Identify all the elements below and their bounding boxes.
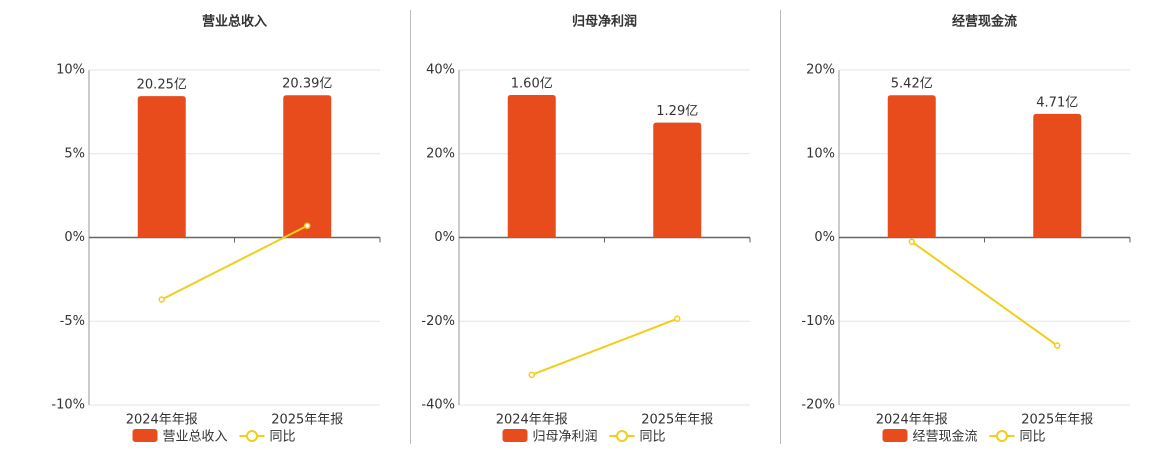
y-tick-label: -10% xyxy=(801,314,835,329)
point xyxy=(304,222,311,230)
y-tick-label: 0% xyxy=(814,230,835,245)
chart-title: 营业总收入 xyxy=(202,14,267,30)
y-tick-label: 10% xyxy=(56,63,85,78)
point xyxy=(908,238,915,245)
chart-title: 归母净利润 xyxy=(572,14,637,30)
legend-swatch xyxy=(996,430,1009,442)
x-tick-label: 2024年年报 xyxy=(126,413,198,428)
x-tick-label: 2024年年报 xyxy=(876,413,948,428)
line xyxy=(531,317,678,376)
x-tick-label: 2025年年报 xyxy=(641,413,713,428)
bar xyxy=(137,96,186,238)
value-label: 20.39亿 xyxy=(282,77,332,92)
y-tick-label: -10% xyxy=(51,398,85,413)
legend-label: 同比 xyxy=(640,430,666,445)
y-tick-label: 20% xyxy=(806,63,835,78)
legend-swatch xyxy=(616,430,629,442)
legend-swatch xyxy=(502,429,528,442)
bar xyxy=(653,122,702,238)
y-tick-label: 0% xyxy=(64,230,85,245)
legend-swatch xyxy=(882,429,908,442)
line xyxy=(911,240,1058,347)
chart-title: 经营现金流 xyxy=(952,14,1017,30)
y-tick-label: 0% xyxy=(434,230,455,245)
y-tick-label: 20% xyxy=(426,146,455,161)
x-tick-label: 2025年年报 xyxy=(271,413,343,428)
bar xyxy=(1033,113,1082,238)
x-tick-label: 2025年年报 xyxy=(1021,413,1093,428)
bar xyxy=(887,95,936,238)
y-tick-label: 5% xyxy=(64,146,85,161)
legend-label: 经营现金流 xyxy=(913,429,978,445)
y-tick-label: -5% xyxy=(60,314,85,329)
value-label: 1.29亿 xyxy=(656,104,698,119)
value-label: 1.60亿 xyxy=(511,76,553,91)
legend-label: 同比 xyxy=(1020,430,1046,445)
y-tick-label: 10% xyxy=(806,146,835,161)
x-tick-label: 2024年年报 xyxy=(496,413,568,428)
bar xyxy=(507,94,556,238)
point xyxy=(674,315,681,322)
y-tick-label: -40% xyxy=(421,398,455,413)
legend-swatch xyxy=(246,430,259,442)
value-label: 20.25亿 xyxy=(137,78,187,93)
y-tick-label: 40% xyxy=(426,63,455,78)
legend-label: 同比 xyxy=(270,430,296,445)
y-tick-label: -20% xyxy=(801,398,835,413)
value-label: 5.42亿 xyxy=(891,77,933,92)
point xyxy=(528,371,535,379)
bar xyxy=(283,95,332,238)
point xyxy=(1054,342,1061,349)
legend-swatch xyxy=(132,429,158,442)
line xyxy=(161,224,308,301)
y-tick-label: -20% xyxy=(421,314,455,329)
point xyxy=(158,296,165,303)
value-label: 4.71亿 xyxy=(1036,95,1078,110)
legend-label: 归母净利润 xyxy=(533,430,598,445)
legend-label: 营业总收入 xyxy=(163,430,228,445)
